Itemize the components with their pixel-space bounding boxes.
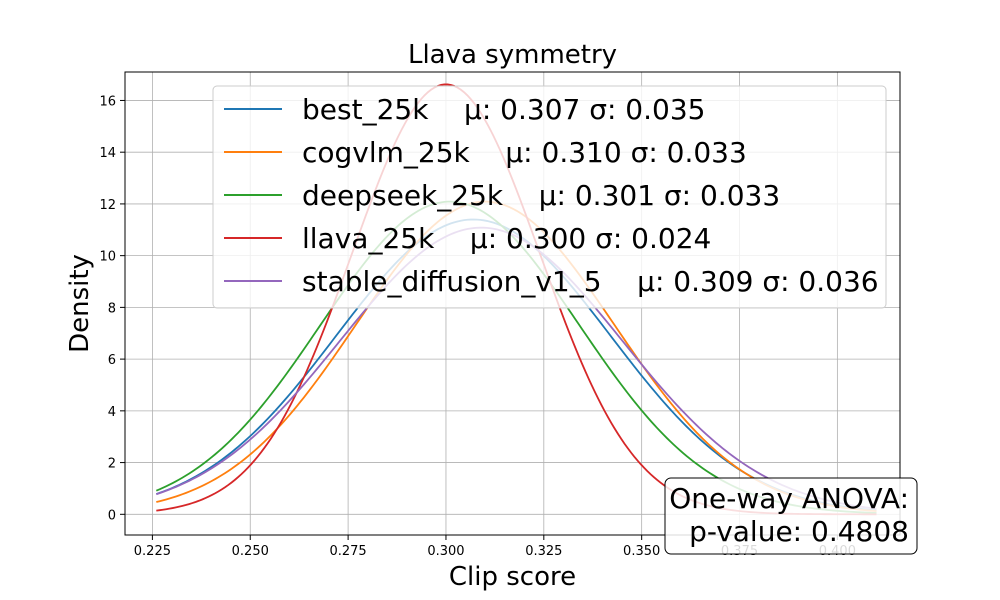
x-tick-label: 0.250 <box>232 544 269 559</box>
plot-frame <box>124 71 901 536</box>
legend: best_25k μ: 0.307 σ: 0.035 cogvlm_25k μ: … <box>212 85 887 309</box>
x-axis-label: Clip score <box>449 562 576 592</box>
x-tick-label: 0.225 <box>134 544 171 559</box>
x-tick-label: 0.275 <box>329 544 366 559</box>
y-tick-label: 10 <box>99 250 116 265</box>
chart-title: Llava symmetry <box>408 40 617 70</box>
x-tick-label: 0.325 <box>525 544 562 559</box>
legend-box <box>212 85 887 309</box>
y-tick-label: 2 <box>108 457 116 472</box>
anova-pvalue: p-value: 0.4808 <box>689 515 909 548</box>
y-tick-label: 8 <box>108 301 116 316</box>
anova-title: One-way ANOVA: <box>669 482 909 515</box>
legend-label-deepseek-25k: deepseek_25k μ: 0.301 σ: 0.033 <box>302 179 780 212</box>
anova-annotation: One-way ANOVA: p-value: 0.4808 <box>664 477 918 555</box>
x-tick-label: 0.300 <box>427 544 464 559</box>
x-tick-label: 0.350 <box>623 544 660 559</box>
y-axis-label: Density <box>65 254 95 353</box>
y-tick-label: 0 <box>108 508 116 523</box>
y-tick-label: 4 <box>108 405 116 420</box>
y-tick-label: 14 <box>99 146 116 161</box>
legend-label-cogvlm-25k: cogvlm_25k μ: 0.310 σ: 0.033 <box>302 136 747 169</box>
legend-label-llava-25k: llava_25k μ: 0.300 σ: 0.024 <box>302 222 711 255</box>
y-tick-label: 12 <box>99 198 116 213</box>
y-tick-label: 6 <box>108 353 116 368</box>
y-tick-label: 16 <box>99 94 116 109</box>
anova-box <box>664 477 918 555</box>
legend-label-best-25k: best_25k μ: 0.307 σ: 0.035 <box>302 93 705 126</box>
legend-label-stable-diffusion-v1-5: stable_diffusion_v1_5 μ: 0.309 σ: 0.036 <box>302 265 879 298</box>
